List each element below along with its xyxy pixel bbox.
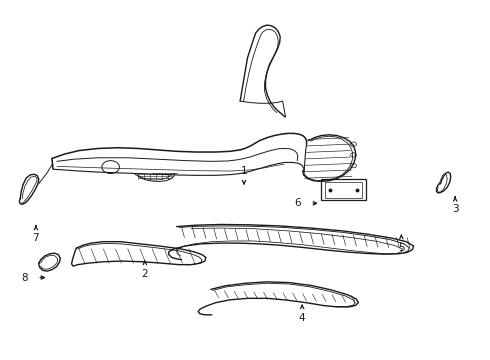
Text: 5: 5 bbox=[398, 243, 405, 253]
Text: 8: 8 bbox=[21, 273, 27, 283]
Text: 1: 1 bbox=[241, 166, 247, 176]
Text: 2: 2 bbox=[142, 269, 148, 279]
Text: 6: 6 bbox=[294, 198, 300, 208]
Text: 3: 3 bbox=[452, 204, 459, 215]
Text: 4: 4 bbox=[299, 313, 305, 323]
Bar bbox=[321, 179, 366, 200]
Text: 7: 7 bbox=[32, 233, 39, 243]
Bar bbox=[325, 182, 362, 198]
